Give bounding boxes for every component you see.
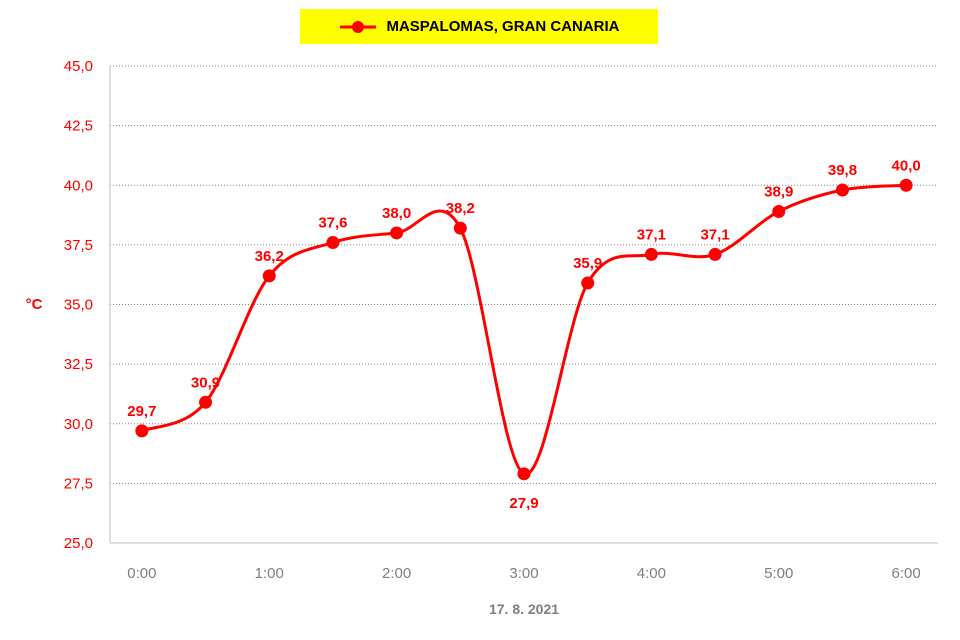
data-label: 37,1 [700,226,729,243]
data-point [517,467,531,481]
y-axis-label: °C [26,296,43,313]
legend: MASPALOMAS, GRAN CANARIA [300,9,658,44]
y-tick-label: 42,5 [64,118,93,135]
x-tick-label: 0:00 [127,565,156,582]
data-label: 39,8 [828,162,857,179]
x-tick-label: 6:00 [892,565,921,582]
data-label: 30,9 [191,374,220,391]
data-point [199,395,213,409]
data-point [326,235,340,249]
legend-marker-icon [340,20,377,33]
data-label: 37,1 [637,226,666,243]
x-tick-label: 2:00 [382,565,411,582]
data-label: 40,0 [892,157,921,174]
x-tick-label: 4:00 [637,565,666,582]
data-label: 38,0 [382,205,411,222]
x-tick-label: 5:00 [764,565,793,582]
x-tick-label: 3:00 [509,565,538,582]
data-label: 37,6 [318,214,347,231]
data-label: 36,2 [255,248,284,265]
y-tick-label: 30,0 [64,416,93,433]
data-point [581,276,595,290]
x-tick-labels: 0:00 1:00 2:00 3:00 4:00 5:00 6:00 [127,565,921,582]
legend-label: MASPALOMAS, GRAN CANARIA [386,18,620,35]
data-points [135,178,913,481]
data-label: 29,7 [127,403,156,420]
y-tick-label: 40,0 [64,177,93,194]
data-label: 38,2 [446,200,475,217]
y-tick-label: 45,0 [64,58,93,75]
y-tick-label: 37,5 [64,237,93,254]
y-tick-label: 25,0 [64,535,93,552]
data-label: 27,9 [509,495,538,512]
x-tick-label: 1:00 [255,565,284,582]
data-point [262,269,276,283]
data-labels: 29,7 30,9 36,2 37,6 38,0 38,2 27,9 35,9 37,1 37,1… [127,157,921,512]
series-line [141,183,907,476]
data-point [644,247,658,261]
data-point [772,204,786,218]
data-label: 35,9 [573,255,602,272]
gridlines [110,65,938,484]
data-point [135,424,149,438]
y-tick-label: 32,5 [64,356,93,373]
data-point [708,247,722,261]
y-tick-label: 35,0 [64,297,93,314]
data-point [390,226,404,240]
y-tick-label: 27,5 [64,475,93,492]
data-point [835,183,849,197]
y-tick-labels: 25,0 27,5 30,0 32,5 35,0 37,5 40,0 42,5 45,0 [64,58,93,552]
data-point [453,221,467,235]
data-label: 38,9 [764,183,793,200]
x-axis-label: 17. 8. 2021 [489,601,559,617]
data-point [899,178,913,192]
